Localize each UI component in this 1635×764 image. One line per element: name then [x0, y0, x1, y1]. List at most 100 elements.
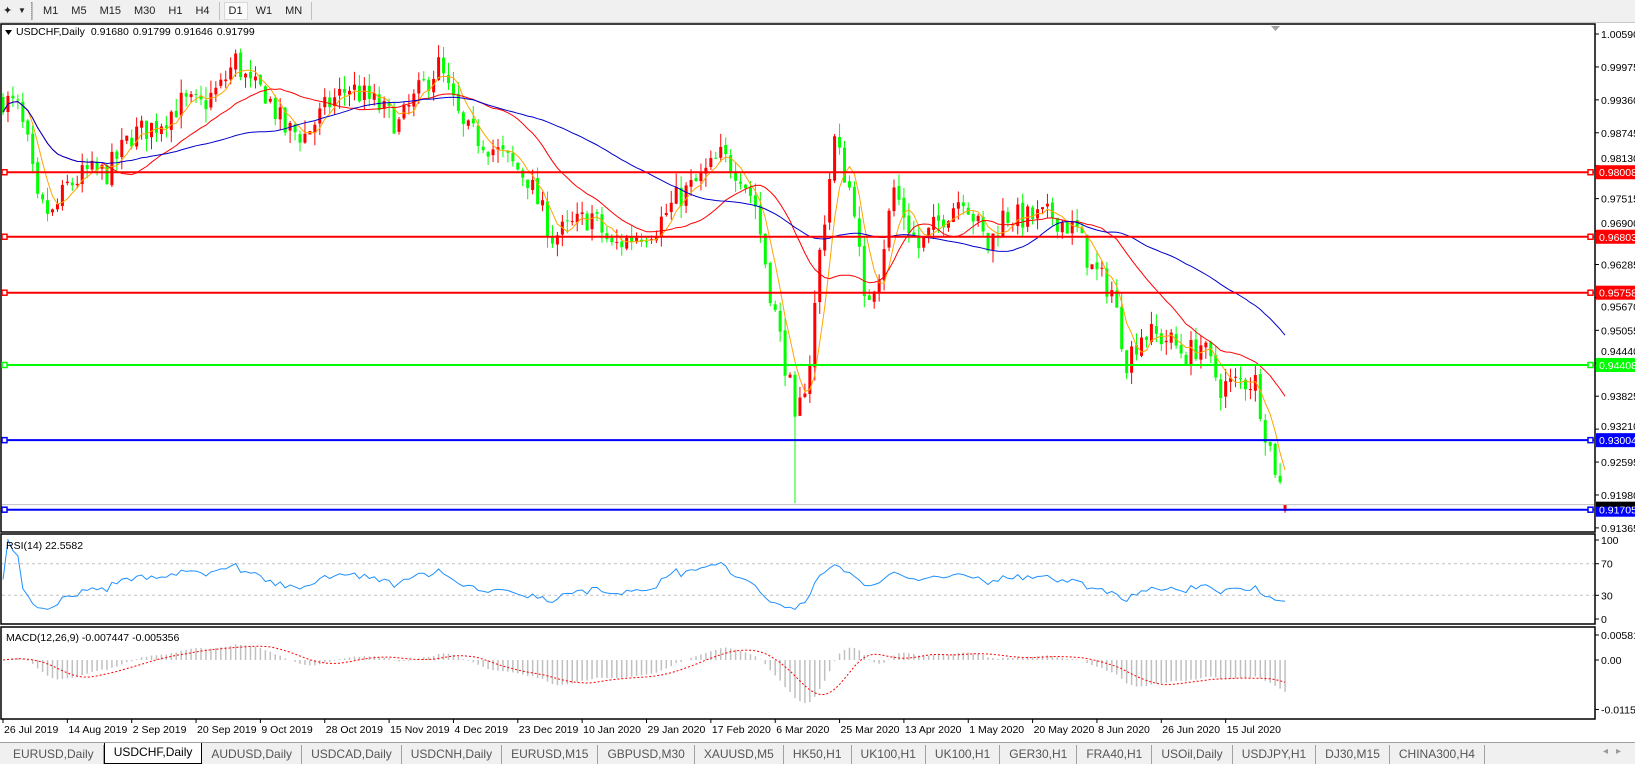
chart-tab[interactable]: EURUSD,M15	[502, 745, 599, 764]
candle	[461, 110, 465, 137]
candle	[263, 85, 267, 104]
timeframe-w1-button[interactable]: W1	[255, 5, 273, 17]
level-handle-left[interactable]	[1, 436, 8, 444]
level-line[interactable]: 0.91705	[1, 502, 1635, 517]
level-line[interactable]: 0.95758	[1, 285, 1635, 300]
horizontal-levels[interactable]: 0.98008 0.96803 0.95758 0.94408 0.93004 0.917…	[1, 165, 1635, 517]
level-handle-right[interactable]	[1587, 506, 1594, 513]
toolbar-grip[interactable]	[31, 2, 33, 20]
line-tools-icon[interactable]: ✦	[3, 5, 13, 17]
timeframe-m5-button[interactable]: M5	[71, 5, 87, 17]
candles	[1, 45, 1287, 513]
macd-pane[interactable]	[0, 626, 1596, 720]
candle	[1144, 335, 1148, 348]
candle	[466, 119, 470, 130]
chart-tab[interactable]: USOil,Daily	[1152, 745, 1233, 764]
chart-tab[interactable]: USDJPY,H1	[1233, 745, 1317, 764]
time-tick-label: 25 Mar 2020	[841, 724, 900, 736]
candle	[1036, 200, 1040, 230]
chart-tab[interactable]: USDCHF,Daily	[103, 743, 203, 764]
main-pane[interactable]	[0, 23, 1596, 533]
candle	[125, 135, 129, 145]
candle	[1001, 198, 1005, 238]
candle	[1219, 373, 1223, 411]
candle	[684, 182, 688, 214]
chart-tab[interactable]: DJ30,M15	[1316, 745, 1390, 764]
time-tick-label: 4 Dec 2019	[454, 724, 508, 736]
candle	[214, 81, 218, 102]
timeframe-d1-button[interactable]: D1	[223, 2, 248, 20]
timeframe-h1-button[interactable]: H1	[168, 5, 183, 17]
tab-scroll-arrows-icon[interactable]: ◂▸	[1602, 746, 1629, 757]
candle	[560, 214, 564, 247]
high-value: 0.91799	[133, 26, 171, 38]
candle	[491, 139, 495, 162]
chart-tab[interactable]: FRA40,H1	[1077, 745, 1153, 764]
timeframe-m30-button[interactable]: M30	[133, 5, 156, 17]
timeframe-mn-button[interactable]: MN	[285, 5, 303, 17]
chart-tab[interactable]: CHINA300,H4	[1390, 745, 1485, 764]
candle	[971, 211, 975, 235]
candle	[729, 149, 733, 179]
candle	[437, 45, 441, 81]
level-handle-left[interactable]	[1, 168, 8, 176]
level-line[interactable]: 0.94408	[1, 357, 1635, 372]
level-handle-left[interactable]	[1, 289, 8, 296]
level-handle-left[interactable]	[1, 233, 8, 241]
level-line[interactable]: 0.93004	[1, 433, 1635, 448]
symbol-menu-triangle-icon[interactable]	[5, 30, 12, 35]
candle	[1021, 193, 1025, 238]
candle	[823, 215, 827, 257]
chart-shift-marker-icon[interactable]	[1271, 26, 1280, 31]
level-handle-right[interactable]	[1587, 289, 1594, 296]
level-handle-left[interactable]	[1, 361, 8, 369]
timeframe-m15-button[interactable]: M15	[99, 5, 121, 17]
dropdown-arrow-icon[interactable]: ▼	[18, 6, 26, 15]
level-handle-right[interactable]	[1587, 361, 1594, 369]
chart-tab[interactable]: HK50,H1	[784, 745, 852, 764]
chart-tab[interactable]: EURUSD,Daily	[4, 745, 104, 764]
candle	[531, 169, 535, 195]
candle	[288, 120, 292, 143]
level-handle-right[interactable]	[1587, 436, 1594, 444]
open-value: 0.91680	[91, 26, 129, 38]
chart-tab[interactable]: USDCAD,Daily	[302, 745, 402, 764]
level-handle-left[interactable]	[1, 506, 8, 513]
candle	[1258, 368, 1262, 422]
candle	[1095, 250, 1099, 281]
chart-tab[interactable]: UK100,H1	[852, 745, 926, 764]
level-price-label: 0.95758	[1599, 288, 1635, 300]
candle	[991, 233, 995, 263]
candle	[1070, 210, 1074, 245]
level-line[interactable]: 0.98008	[1, 165, 1635, 180]
candle	[927, 227, 931, 244]
level-price-label: 0.94408	[1599, 360, 1635, 372]
rsi-pane[interactable]	[0, 533, 1596, 625]
chart-tab[interactable]: XAUUSD,M5	[695, 745, 784, 764]
candle	[427, 76, 431, 99]
candle	[590, 205, 594, 241]
chart-tab[interactable]: UK100,H1	[926, 745, 1001, 764]
timeframe-m1-button[interactable]: M1	[43, 5, 59, 17]
chart-tab[interactable]: AUDUSD,Daily	[202, 745, 303, 764]
chart-tab[interactable]: GER30,H1	[1000, 745, 1078, 764]
timeframe-h4-button[interactable]: H4	[195, 5, 210, 17]
level-handle-right[interactable]	[1587, 168, 1594, 176]
chart-tab[interactable]: GBPUSD,M30	[598, 745, 695, 764]
candle	[293, 121, 297, 141]
level-line[interactable]: 0.96803	[1, 229, 1635, 244]
chart-tab[interactable]: USDCNH,Daily	[402, 745, 503, 764]
candle	[253, 66, 257, 89]
candle	[189, 91, 193, 103]
candle	[46, 187, 50, 222]
candle	[145, 120, 149, 152]
candle	[357, 75, 361, 103]
time-tick-label: 28 Oct 2019	[326, 724, 383, 736]
time-tick-label: 15 Jul 2020	[1227, 724, 1281, 736]
candle	[367, 74, 371, 107]
level-handle-right[interactable]	[1587, 233, 1594, 241]
